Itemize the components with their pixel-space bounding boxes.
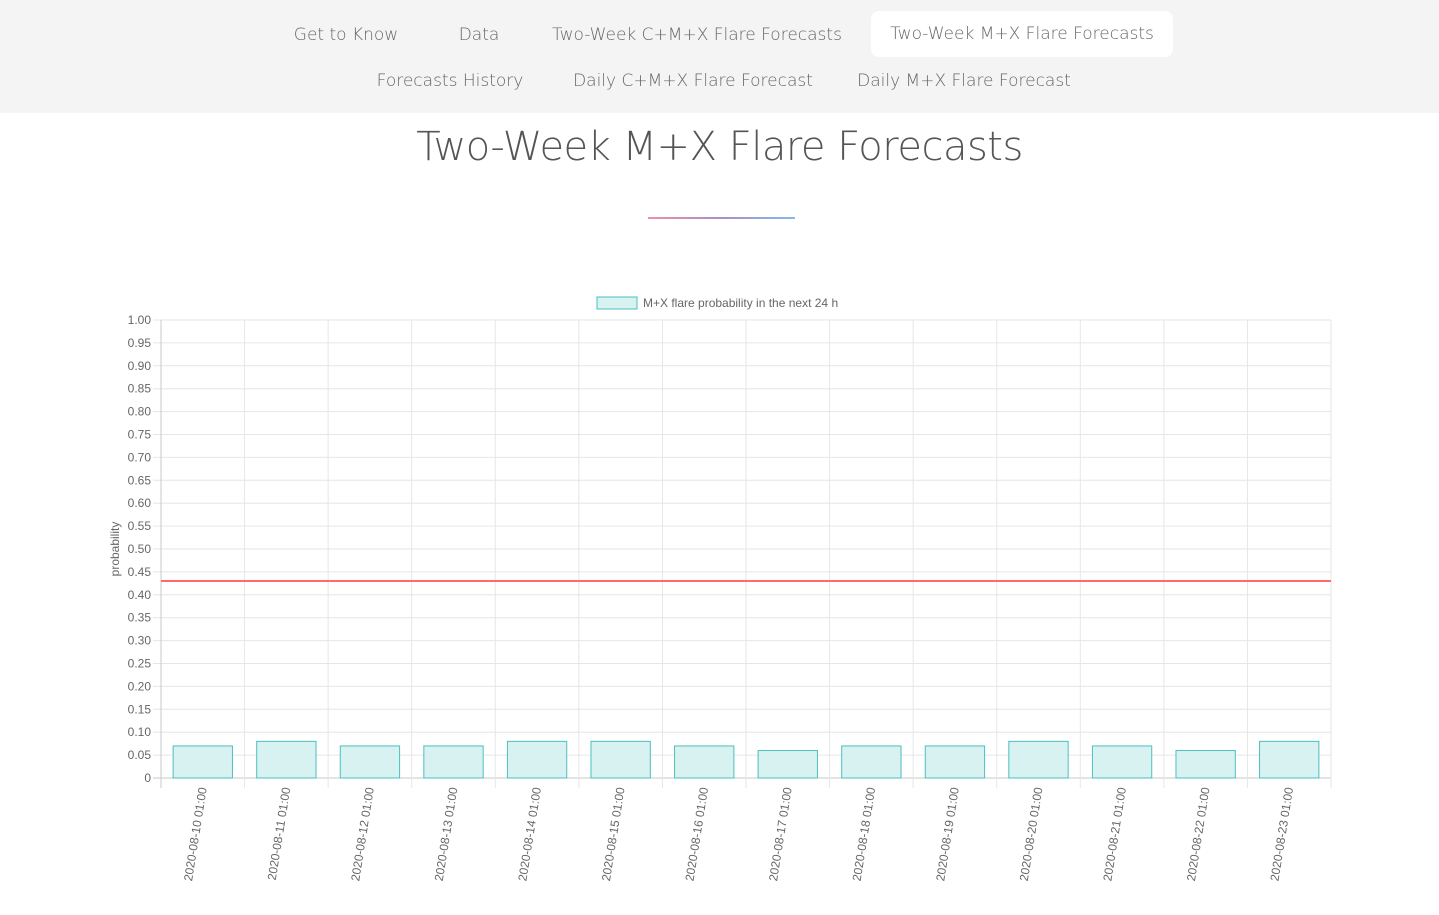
nav-tab-daily-cmx[interactable]: Daily C+M+X Flare Forecast	[573, 71, 813, 91]
y-tick-label: 0.90	[128, 359, 152, 373]
bar	[1091, 745, 1153, 779]
y-tick-label: 0.15	[128, 702, 152, 716]
nav-tab-daily-mx[interactable]: Daily M+X Flare Forecast	[857, 71, 1071, 91]
x-tick-label: 2020-08-18 01:00	[850, 786, 879, 882]
y-tick-label: 0.55	[128, 519, 152, 533]
x-tick-label: 2020-08-11 01:00	[265, 786, 294, 881]
y-tick-label: 0.40	[128, 588, 152, 602]
x-tick-label: 2020-08-15 01:00	[599, 786, 628, 882]
nav-tab-two-week-mx[interactable]: Two-Week M+X Flare Forecasts	[871, 11, 1173, 57]
y-tick-label: 0.85	[128, 382, 152, 396]
y-tick-label: 0.50	[128, 542, 152, 556]
x-tick-label: 2020-08-20 01:00	[1017, 786, 1046, 882]
bar	[841, 745, 902, 779]
bar	[1259, 740, 1320, 779]
y-tick-label: 1.00	[128, 313, 152, 327]
y-axis-title: probability	[108, 522, 122, 577]
bar	[757, 750, 818, 779]
bar	[339, 745, 401, 779]
x-tick-label: 2020-08-23 01:00	[1268, 786, 1297, 882]
x-tick-label: 2020-08-10 01:00	[181, 786, 210, 882]
y-tick-label: 0.95	[128, 336, 152, 350]
x-tick-label: 2020-08-12 01:00	[348, 786, 377, 882]
bar	[1008, 740, 1069, 779]
legend-label: M+X flare probability in the next 24 h	[643, 296, 838, 310]
x-tick-label: 2020-08-16 01:00	[683, 786, 712, 882]
y-tick-label: 0.65	[128, 473, 152, 487]
x-tick-label: 2020-08-22 01:00	[1184, 786, 1213, 882]
legend-swatch	[596, 296, 638, 310]
bar	[423, 745, 484, 779]
x-tick-label: 2020-08-21 01:00	[1100, 786, 1129, 882]
y-tick-label: 0.10	[128, 725, 152, 739]
nav-tab-forecasts-history[interactable]: Forecasts History	[376, 71, 524, 91]
bar	[674, 745, 735, 779]
y-tick-label: 0	[144, 771, 151, 785]
y-tick-label: 0.70	[128, 450, 152, 464]
y-tick-label: 0.60	[128, 496, 152, 510]
nav-tab-data[interactable]: Data	[458, 25, 500, 45]
nav-tab-two-week-cmx[interactable]: Two-Week C+M+X Flare Forecasts	[552, 25, 842, 45]
x-tick-label: 2020-08-13 01:00	[432, 786, 461, 882]
x-tick-label: 2020-08-19 01:00	[933, 786, 962, 882]
y-tick-label: 0.80	[128, 405, 152, 419]
y-tick-label: 0.35	[128, 611, 152, 625]
page-title: Two-Week M+X Flare Forecasts	[416, 124, 1023, 170]
y-tick-label: 0.75	[128, 428, 152, 442]
y-tick-label: 0.05	[128, 748, 152, 762]
bar	[590, 740, 651, 779]
y-tick-label: 0.25	[128, 657, 152, 671]
bar	[1175, 750, 1236, 779]
y-tick-label: 0.20	[128, 679, 152, 693]
y-tick-label: 0.30	[128, 634, 152, 648]
bar	[256, 740, 317, 779]
x-tick-label: 2020-08-14 01:00	[515, 786, 544, 882]
title-divider	[648, 217, 795, 219]
x-tick-label: 2020-08-17 01:00	[766, 786, 795, 882]
nav-tab-get-to-know[interactable]: Get to Know	[293, 25, 399, 45]
bar	[172, 745, 233, 779]
bar	[924, 745, 986, 779]
y-tick-label: 0.45	[128, 565, 152, 579]
bar	[506, 740, 568, 779]
top-navigation: Get to Know Data Two-Week C+M+X Flare Fo…	[0, 0, 1439, 113]
